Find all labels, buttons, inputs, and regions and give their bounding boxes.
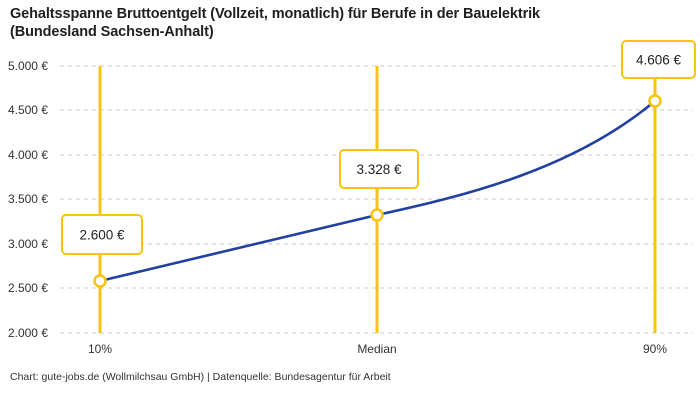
xtick-90-percent: 90% (643, 342, 667, 356)
salary-curve (98, 99, 657, 283)
x-axis-labels: 10% Median 90% (88, 342, 667, 356)
xtick-10-percent: 10% (88, 342, 112, 356)
chart-source-credit: Chart: gute-jobs.de (Wollmilchsau GmbH) … (10, 371, 391, 383)
ytick-5000: 5.000 € (8, 59, 48, 73)
chart-title: Gehaltsspanne Bruttoentgelt (Vollzeit, m… (10, 5, 670, 41)
point-10-percentile (93, 274, 107, 288)
value-label-median: 3.328 € (356, 162, 402, 177)
ytick-4000: 4.000 € (8, 148, 48, 162)
ytick-3500: 3.500 € (8, 192, 48, 206)
data-point-markers (93, 94, 662, 288)
value-label-box-10 (61, 214, 143, 255)
value-label-10: 2.600 € (79, 228, 125, 243)
y-axis-labels: 5.000 € 4.500 € 4.000 € 3.500 € 3.000 € … (8, 59, 48, 340)
value-label-90: 4.606 € (636, 53, 682, 68)
ytick-3000: 3.000 € (8, 237, 48, 251)
y-gridlines (60, 65, 693, 334)
percentile-lines (98, 66, 657, 333)
value-label-box-90 (621, 40, 696, 79)
point-90-percentile (648, 94, 662, 108)
chart-title-line2: (Bundesland Sachsen-Anhalt) (10, 24, 214, 40)
ytick-2500: 2.500 € (8, 281, 48, 295)
value-label-box-median (339, 149, 419, 189)
ytick-4500: 4.500 € (8, 103, 48, 117)
value-labels: 2.600 € 3.328 € 4.606 € (61, 40, 696, 255)
chart-title-line1: Gehaltsspanne Bruttoentgelt (Vollzeit, m… (10, 6, 541, 22)
point-median (370, 208, 384, 222)
ytick-2000: 2.000 € (8, 326, 48, 340)
xtick-median: Median (357, 342, 396, 356)
